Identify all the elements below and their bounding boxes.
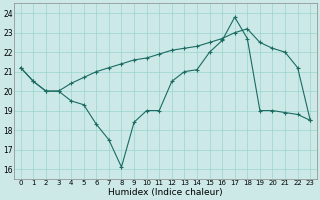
X-axis label: Humidex (Indice chaleur): Humidex (Indice chaleur) [108, 188, 223, 197]
